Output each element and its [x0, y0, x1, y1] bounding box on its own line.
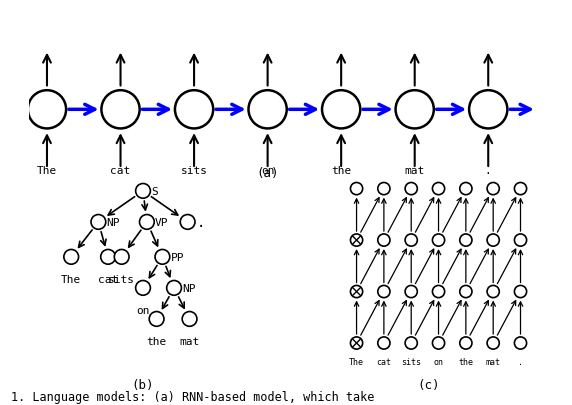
Circle shape — [469, 91, 507, 129]
Text: (a): (a) — [256, 167, 279, 180]
Circle shape — [248, 91, 287, 129]
Circle shape — [180, 215, 195, 230]
Circle shape — [514, 234, 527, 247]
Circle shape — [136, 184, 150, 199]
Text: on: on — [136, 306, 150, 315]
Text: PP: PP — [170, 252, 184, 262]
Text: S: S — [151, 186, 158, 196]
Text: the: the — [458, 358, 474, 367]
Text: sits: sits — [181, 166, 208, 175]
Circle shape — [351, 286, 363, 298]
Text: The: The — [61, 275, 81, 285]
Circle shape — [175, 91, 213, 129]
Text: .: . — [518, 358, 523, 367]
Text: cat: cat — [98, 275, 118, 285]
Circle shape — [405, 183, 418, 195]
Text: .: . — [485, 166, 491, 175]
Circle shape — [460, 183, 472, 195]
Circle shape — [351, 234, 363, 247]
Text: (c): (c) — [418, 379, 440, 392]
Text: mat: mat — [486, 358, 500, 367]
Text: cat: cat — [376, 358, 391, 367]
Circle shape — [91, 215, 106, 230]
Text: (b): (b) — [132, 378, 154, 391]
Text: mat: mat — [404, 166, 425, 175]
Circle shape — [514, 183, 527, 195]
Circle shape — [432, 183, 444, 195]
Circle shape — [405, 234, 418, 247]
Circle shape — [140, 215, 154, 230]
Circle shape — [378, 183, 390, 195]
Circle shape — [182, 312, 197, 326]
Circle shape — [396, 91, 434, 129]
Text: the: the — [146, 337, 166, 347]
Circle shape — [460, 286, 472, 298]
Circle shape — [136, 281, 150, 296]
Circle shape — [351, 337, 363, 349]
Text: sits: sits — [108, 275, 135, 285]
Text: on: on — [434, 358, 443, 367]
Text: The: The — [349, 358, 364, 367]
Circle shape — [28, 91, 66, 129]
Circle shape — [487, 337, 499, 349]
Circle shape — [487, 234, 499, 247]
Circle shape — [378, 286, 390, 298]
Circle shape — [432, 234, 444, 247]
Circle shape — [514, 286, 527, 298]
Text: the: the — [331, 166, 351, 175]
Circle shape — [460, 337, 472, 349]
Circle shape — [64, 250, 78, 264]
Circle shape — [405, 286, 418, 298]
Circle shape — [487, 286, 499, 298]
Circle shape — [101, 250, 116, 264]
Circle shape — [155, 250, 170, 264]
Text: sits: sits — [401, 358, 421, 367]
Circle shape — [460, 234, 472, 247]
Circle shape — [149, 312, 164, 326]
Text: .: . — [196, 215, 205, 229]
Text: The: The — [37, 166, 57, 175]
Circle shape — [378, 234, 390, 247]
Text: cat: cat — [110, 166, 130, 175]
Circle shape — [351, 183, 363, 195]
Text: on: on — [261, 166, 275, 175]
Text: VP: VP — [155, 217, 169, 227]
Text: mat: mat — [180, 337, 200, 347]
Text: 1. Language models: (a) RNN-based model, which take: 1. Language models: (a) RNN-based model,… — [11, 390, 375, 403]
Circle shape — [101, 91, 140, 129]
Text: NP: NP — [106, 217, 120, 227]
Text: NP: NP — [182, 283, 196, 293]
Circle shape — [166, 281, 181, 296]
Circle shape — [514, 337, 527, 349]
Circle shape — [114, 250, 129, 264]
Circle shape — [432, 286, 444, 298]
Circle shape — [378, 337, 390, 349]
Circle shape — [322, 91, 360, 129]
Circle shape — [405, 337, 418, 349]
Circle shape — [487, 183, 499, 195]
Circle shape — [432, 337, 444, 349]
